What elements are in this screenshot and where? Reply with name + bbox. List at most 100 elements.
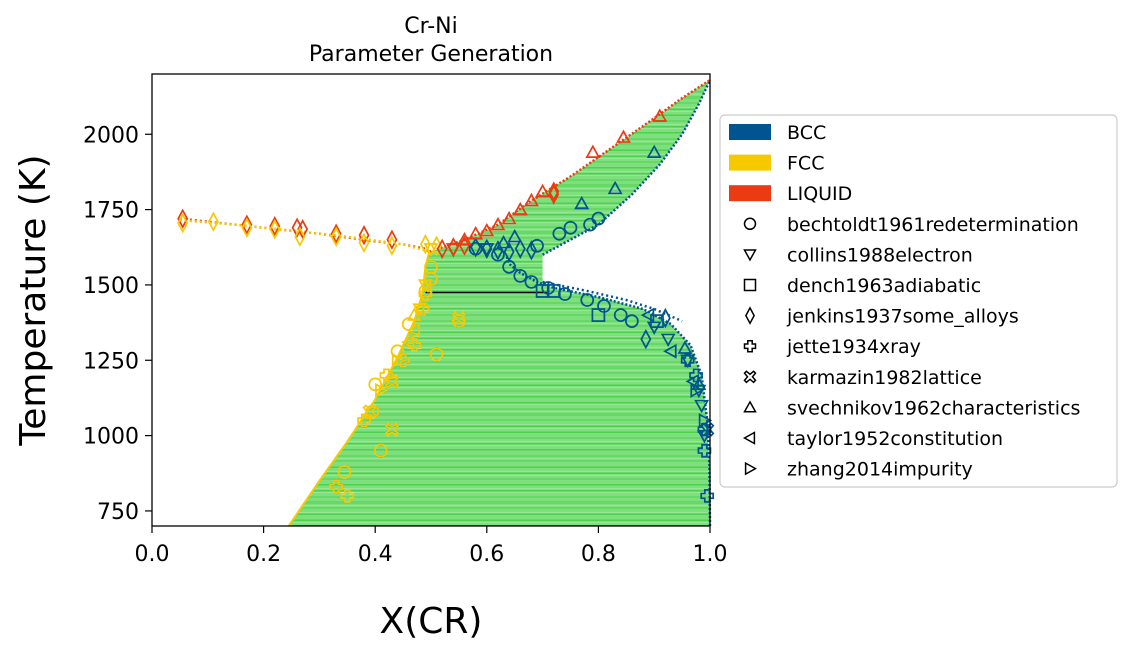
data-point-circle: [524, 275, 539, 289]
y-tick-label: 1500: [83, 274, 139, 299]
data-point-triangle-up: [616, 129, 631, 143]
data-point-triangle-left: [406, 322, 420, 338]
legend-label: BCC: [787, 122, 826, 144]
data-point-circle: [530, 238, 544, 253]
data-point-diamond: [514, 238, 526, 259]
data-point-circle: [502, 260, 516, 274]
data-point-triangle-up: [523, 192, 539, 207]
liquidus-right-line: [428, 78, 711, 253]
x-tick-label: 0.2: [246, 542, 281, 567]
data-point-plus: [697, 443, 712, 458]
x-tick-label: 0.6: [469, 542, 504, 567]
data-point-triangle-up: [652, 108, 668, 122]
chart-title: Cr-Ni: [404, 14, 458, 39]
data-point-circle: [337, 464, 352, 479]
legend-marker-triangle-up: [743, 400, 757, 413]
data-point-x-cross: [384, 422, 400, 437]
data-point-plus: [407, 338, 422, 353]
data-point-diamond: [297, 218, 309, 240]
bcc-solidus-line: [542, 79, 712, 256]
legend-label: dench1963adiabatic: [787, 275, 981, 297]
data-point-plus: [418, 287, 433, 301]
legend-marker-plus: [743, 339, 757, 353]
bcc-solvus-line: [505, 254, 712, 527]
data-point-diamond: [241, 217, 253, 238]
data-point-triangle-up: [646, 144, 662, 158]
data-point-triangle-up: [574, 195, 590, 210]
data-point-diamond: [241, 214, 253, 235]
data-point-diamond: [481, 238, 493, 259]
data-point-triangle-down: [445, 243, 461, 257]
data-point-triangle-up: [406, 307, 422, 321]
data-point-diamond: [386, 229, 398, 250]
data-point-diamond: [294, 226, 306, 247]
data-point-x-cross: [451, 310, 467, 326]
plot-frame: [151, 73, 711, 527]
legend-label: LIQUID: [787, 183, 852, 205]
data-point-diamond: [358, 225, 370, 246]
data-point-triangle-right: [391, 352, 406, 368]
plot-tie-lines: [289, 80, 710, 526]
data-point-diamond: [269, 218, 281, 240]
data-point-square: [650, 314, 664, 328]
data-point-circle: [491, 247, 505, 262]
data-point-diamond: [525, 240, 537, 261]
y-tick-label: 1000: [83, 425, 139, 450]
data-point-circle: [580, 293, 595, 307]
data-point-diamond: [330, 223, 342, 244]
data-point-triangle-up: [457, 231, 472, 246]
data-point-diamond: [640, 328, 652, 350]
data-point-triangle-left: [663, 343, 677, 359]
y-tick-label: 1250: [83, 349, 139, 374]
data-point-triangle-left: [400, 334, 415, 350]
data-point-triangle-down: [479, 243, 495, 257]
data-point-circle: [373, 443, 388, 458]
legend-label: bechtoldt1961redetermination: [787, 214, 1079, 236]
data-point-triangle-up: [512, 201, 528, 216]
data-point-circle: [552, 226, 567, 241]
data-point-diamond: [358, 232, 370, 253]
data-point-diamond: [207, 211, 219, 232]
data-point-diamond: [436, 238, 448, 259]
data-point-triangle-down: [417, 279, 433, 293]
data-point-triangle-up: [496, 234, 511, 249]
legend-label: jette1934xray: [786, 336, 921, 358]
legend-label: taylor1952constitution: [787, 428, 1003, 450]
phase-boundaries: [179, 78, 712, 527]
data-point-triangle-up: [507, 228, 523, 243]
x-tick-label: 0.4: [358, 542, 393, 567]
legend-marker-triangle-left: [742, 431, 756, 445]
data-point-circle: [424, 272, 438, 286]
data-point-diamond: [269, 215, 281, 237]
data-point-circle: [591, 211, 606, 226]
data-point-plus: [396, 353, 410, 368]
data-point-triangle-down: [680, 354, 696, 369]
x-axis-ticks: 0.0 0.2 0.4 0.6 0.8 1.0: [135, 526, 728, 567]
data-point-triangle-up: [677, 340, 693, 354]
data-point-diamond: [419, 234, 431, 255]
data-points: [177, 108, 715, 503]
data-point-diamond: [431, 235, 443, 256]
legend-label: karmazin1982lattice: [787, 367, 982, 389]
data-point-x-cross: [384, 374, 400, 389]
data-point-triangle-up: [585, 144, 601, 158]
data-point-diamond: [386, 235, 398, 256]
x-tick-label: 1.0: [693, 542, 728, 567]
data-point-triangle-down: [660, 333, 676, 347]
data-point-circle: [429, 347, 444, 362]
data-point-plus: [340, 489, 355, 503]
data-point-diamond: [330, 226, 342, 247]
x-tick-label: 0.0: [135, 542, 170, 567]
data-point-triangle-up: [535, 183, 551, 198]
legend-marker-diamond: [745, 306, 755, 325]
data-point-x-cross: [362, 404, 377, 419]
data-point-circle: [513, 269, 528, 283]
data-point-triangle-down: [694, 399, 710, 414]
y-axis-ticks: 750 1000 1250 1500 1750 2000: [83, 123, 152, 525]
data-point-square: [591, 308, 606, 322]
y-tick-label: 1750: [83, 199, 139, 224]
legend-marker-square: [743, 278, 757, 292]
y-tick-label: 2000: [83, 123, 139, 148]
data-point-circle: [468, 241, 483, 256]
